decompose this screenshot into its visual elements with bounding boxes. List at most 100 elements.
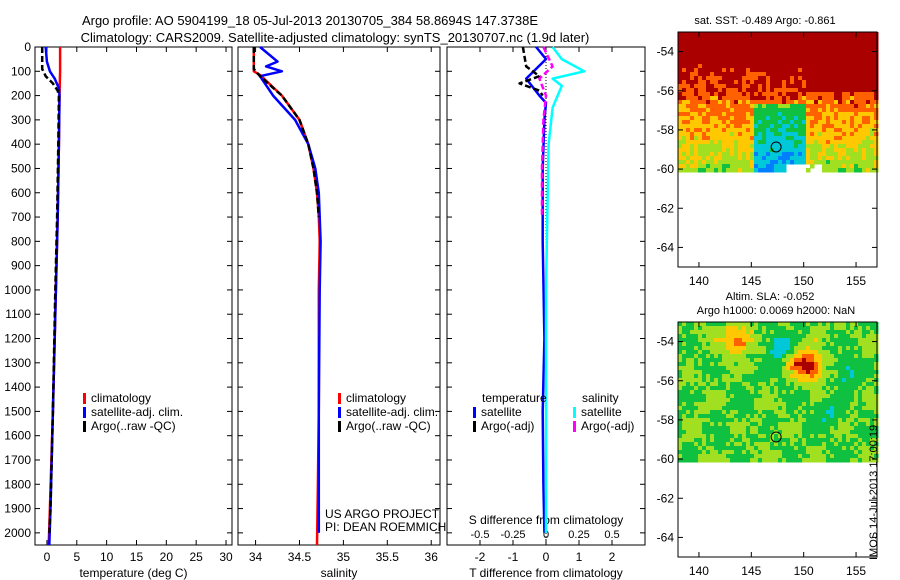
map-cell [778,48,783,53]
map-cell [750,374,755,379]
map-cell [734,366,739,371]
map-cell [706,40,711,45]
map-cell [738,128,743,133]
map-cell [786,132,791,137]
map-cell [838,394,843,399]
map-cell [686,88,691,93]
map-cell [694,430,699,435]
map-cell [870,382,875,387]
map-cell [774,422,779,427]
map-cell [782,92,787,97]
map-cell [730,104,735,109]
map-cell [822,72,827,77]
map-cell [798,378,803,383]
map-cell [766,398,771,403]
map-cell [818,116,823,121]
map-cell [870,402,875,407]
map-cell [682,128,687,133]
map-cell [742,156,747,161]
map-cell [810,152,815,157]
map-cell [794,84,799,89]
legend-label: Argo(-adj) [481,419,534,433]
map-cell [722,338,727,343]
map-cell [766,406,771,411]
map-cell [758,84,763,89]
map-cell [734,458,739,463]
map-cell [870,354,875,359]
map-cell [834,346,839,351]
map-cell [738,168,743,173]
map-cell [874,458,879,463]
map-cell [798,414,803,419]
map-cell [750,128,755,133]
map-cell [762,120,767,125]
map-cell [838,136,843,141]
map-cell [794,112,799,117]
map-cell [786,36,791,41]
map-cell [814,144,819,149]
map-cell [802,366,807,371]
map-cell [750,398,755,403]
map-cell [694,346,699,351]
map-cell [786,370,791,375]
map-cell [738,334,743,339]
map-cell [834,148,839,153]
map-cell [810,128,815,133]
map-cell [774,168,779,173]
map-cell [846,140,851,145]
map-cell [714,426,719,431]
map-cell [822,334,827,339]
map-cell [774,152,779,157]
map-cell [826,430,831,435]
map-cell [726,48,731,53]
map-cell [798,72,803,77]
map-cell [794,358,799,363]
map-cell [738,410,743,415]
map-cell [750,410,755,415]
map-cell [858,398,863,403]
map-cell [726,112,731,117]
map-cell [806,52,811,57]
map-cell [790,426,795,431]
map-cell [754,370,759,375]
map-cell [734,44,739,49]
map-cell [850,136,855,141]
map-cell [802,430,807,435]
map-cell [714,40,719,45]
map-cell [802,374,807,379]
map-cell [690,32,695,37]
map-cell [726,144,731,149]
map-cell [726,450,731,455]
map-cell [702,116,707,121]
map-cell [838,382,843,387]
map-cell [874,124,879,129]
map-cell [830,382,835,387]
map-cell [874,410,879,415]
map-cell [810,406,815,411]
map-cell [794,136,799,141]
map-cell [738,342,743,347]
map-cell [686,454,691,459]
map-cell [774,366,779,371]
map-cell [794,68,799,73]
series-line-climatology [252,47,321,546]
map-cell [750,140,755,145]
map-cell [782,160,787,165]
map-cell [730,56,735,61]
map-cell [738,382,743,387]
map-cell [766,52,771,57]
map-cell [826,100,831,105]
map-cell [722,326,727,331]
map-cell [838,152,843,157]
map-cell [706,72,711,77]
map-cell [758,140,763,145]
map-cell [834,64,839,69]
map-cell [850,104,855,109]
map-cell [698,60,703,65]
map-cell [830,366,835,371]
map-cell [714,338,719,343]
map-cell [866,108,871,113]
map-cell [766,374,771,379]
map-cell [766,454,771,459]
